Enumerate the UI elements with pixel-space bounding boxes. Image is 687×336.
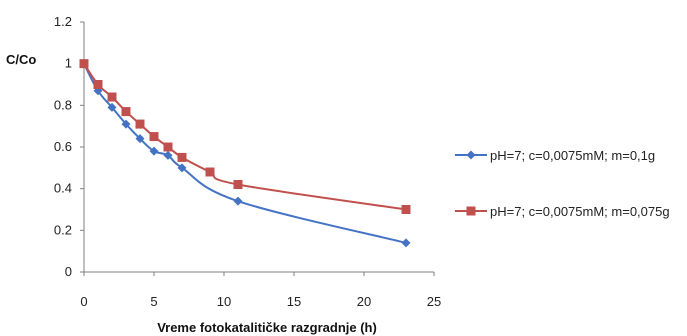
y-tick-label: 0 bbox=[65, 264, 72, 279]
x-tick-label: 5 bbox=[150, 294, 157, 309]
series-1-point bbox=[107, 102, 117, 112]
series-2-point bbox=[107, 92, 117, 102]
series-2-point bbox=[135, 119, 145, 129]
series-2-line bbox=[83, 63, 407, 211]
series-2-point bbox=[177, 152, 187, 162]
y-tick-label: 0.4 bbox=[54, 181, 72, 196]
x-tick-label: 25 bbox=[427, 294, 441, 309]
series-2-point bbox=[149, 132, 159, 142]
series-1-point bbox=[163, 150, 173, 160]
legend-marker bbox=[466, 150, 476, 160]
y-tick-label: 1 bbox=[65, 56, 72, 71]
series-1-point bbox=[135, 134, 145, 144]
legend-item-2: pH=7; c=0,0075mM; m=0,075g bbox=[455, 204, 670, 219]
series-1-point bbox=[177, 163, 187, 173]
x-tick-label: 10 bbox=[217, 294, 231, 309]
legend: pH=7; c=0,0075mM; m=0,1g pH=7; c=0,0075mM… bbox=[455, 148, 670, 219]
x-axis-title: Vreme fotokatalitičke razgradnje (h) bbox=[157, 320, 377, 335]
series-2-point bbox=[79, 59, 89, 69]
series-1-line bbox=[83, 63, 407, 244]
y-tick-label: 0.8 bbox=[54, 97, 72, 112]
x-tick-label: 20 bbox=[357, 294, 371, 309]
series-2-point bbox=[163, 142, 173, 152]
y-tick-label: 0.2 bbox=[54, 222, 72, 237]
y-tick-label: 0.6 bbox=[54, 139, 72, 154]
y-axis-title: C/Co bbox=[6, 52, 36, 67]
axes: 0 0.2 0.4 0.6 0.8 1 1.2 0 5 10 15 20 25 bbox=[54, 14, 441, 309]
legend-label: pH=7; c=0,0075mM; m=0,1g bbox=[490, 148, 655, 163]
series-2-point bbox=[93, 80, 103, 89]
legend-marker bbox=[466, 206, 476, 216]
series-1-point bbox=[149, 146, 159, 156]
series-1-point bbox=[233, 196, 243, 206]
series-layer bbox=[79, 59, 411, 248]
series-2-point bbox=[401, 205, 411, 214]
x-tick-label: 15 bbox=[287, 294, 301, 309]
x-tick-label: 0 bbox=[80, 294, 87, 309]
legend-item-1: pH=7; c=0,0075mM; m=0,1g bbox=[455, 148, 655, 163]
series-1 bbox=[79, 59, 411, 248]
series-2 bbox=[79, 59, 411, 214]
series-1-point bbox=[121, 119, 131, 129]
series-2-point bbox=[121, 107, 131, 117]
series-2-point bbox=[205, 167, 215, 177]
series-1-point bbox=[401, 238, 411, 248]
y-tick-label: 1.2 bbox=[54, 14, 72, 29]
series-2-point bbox=[233, 180, 243, 189]
legend-label: pH=7; c=0,0075mM; m=0,075g bbox=[490, 204, 670, 219]
